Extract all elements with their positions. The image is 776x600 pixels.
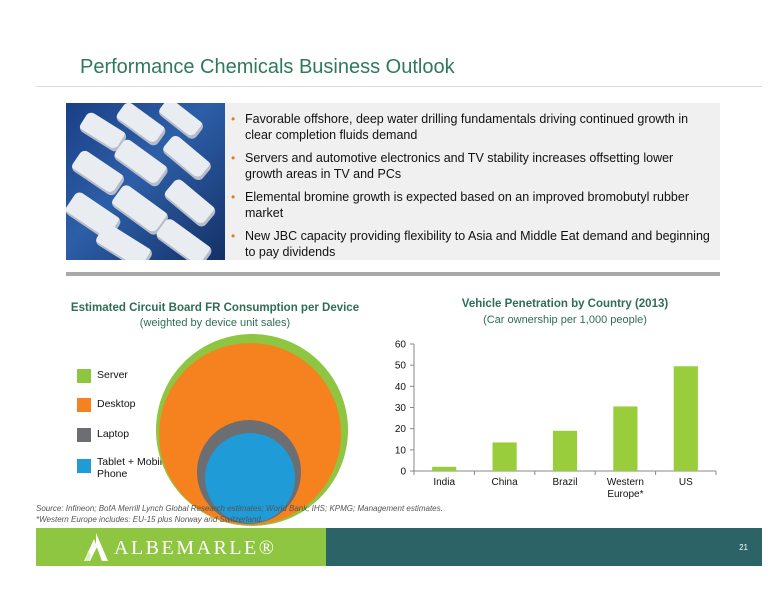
x-tick-label: China (492, 477, 519, 488)
bar-us (673, 366, 698, 471)
bullet-item: • Favorable offshore, deep water drilling… (231, 112, 689, 142)
y-tick-label: 10 (395, 445, 407, 456)
legend-swatch (77, 398, 91, 412)
network-cables-photo (66, 103, 226, 260)
outlook-bullet-panel: • Favorable offshore, deep water drilling… (225, 103, 720, 260)
x-tick-label: India (433, 477, 455, 488)
y-tick-label: 60 (395, 340, 407, 351)
x-tick-label: Brazil (552, 477, 577, 488)
vehicle-bar-chart: 0 10 20 30 40 50 60 India China Brazil WesternEuro… (395, 340, 717, 500)
bullet-dot-icon: • (231, 190, 236, 204)
y-tick-label: 40 (395, 382, 407, 393)
page-title: Performance Chemicals Business Outlook (80, 56, 455, 78)
bullet-list: • Favorable offshore, deep water drilling… (231, 111, 711, 267)
y-tick-label: 30 (395, 403, 407, 414)
bullet-item: • New JBC capacity providing flexibility … (231, 229, 710, 259)
bar-brazil (552, 430, 578, 471)
left-chart-subtitle: (weighted by device unit sales) (139, 317, 291, 329)
tablet-bubble (205, 433, 295, 523)
y-tick-label: 0 (400, 467, 406, 478)
bullet-dot-icon: • (231, 112, 236, 126)
x-tick-label: Western (607, 477, 644, 488)
bar-india (432, 466, 457, 471)
bar-western-europe (613, 406, 638, 471)
bar-chart-subtitle: (Car ownership per 1,000 people) (483, 314, 647, 326)
source-note: Source: Infineon; BofA Merrill Lynch Glo… (36, 504, 443, 524)
footer-bar: ALBEMARLE® 21 (36, 528, 762, 566)
left-chart-title: Estimated Circuit Board FR Consumption p… (70, 302, 360, 314)
bullet-dot-icon: • (231, 151, 236, 165)
y-tick-label: 20 (395, 424, 407, 435)
bullet-item: • Elemental bromine growth is expected ba… (231, 190, 689, 220)
legend-swatch (77, 369, 91, 383)
bar-chart-title: Vehicle Penetration by Country (2013) (461, 298, 669, 310)
title-divider (36, 86, 762, 87)
bullet-dot-icon: • (231, 229, 236, 243)
logo-wordmark: ALBEMARLE® (114, 537, 277, 559)
legend-swatch (77, 459, 91, 473)
x-tick-label: Europe* (607, 489, 643, 500)
albemarle-logo-icon (84, 533, 108, 561)
legend-swatch (77, 428, 91, 442)
device-bubble-chart (156, 334, 348, 526)
y-tick-label: 50 (395, 361, 407, 372)
section-divider (66, 272, 720, 276)
page-number: 21 (739, 543, 748, 552)
bar-china (492, 442, 517, 471)
bullet-item: • Servers and automotive electronics and … (231, 151, 674, 181)
x-tick-label: US (679, 477, 693, 488)
